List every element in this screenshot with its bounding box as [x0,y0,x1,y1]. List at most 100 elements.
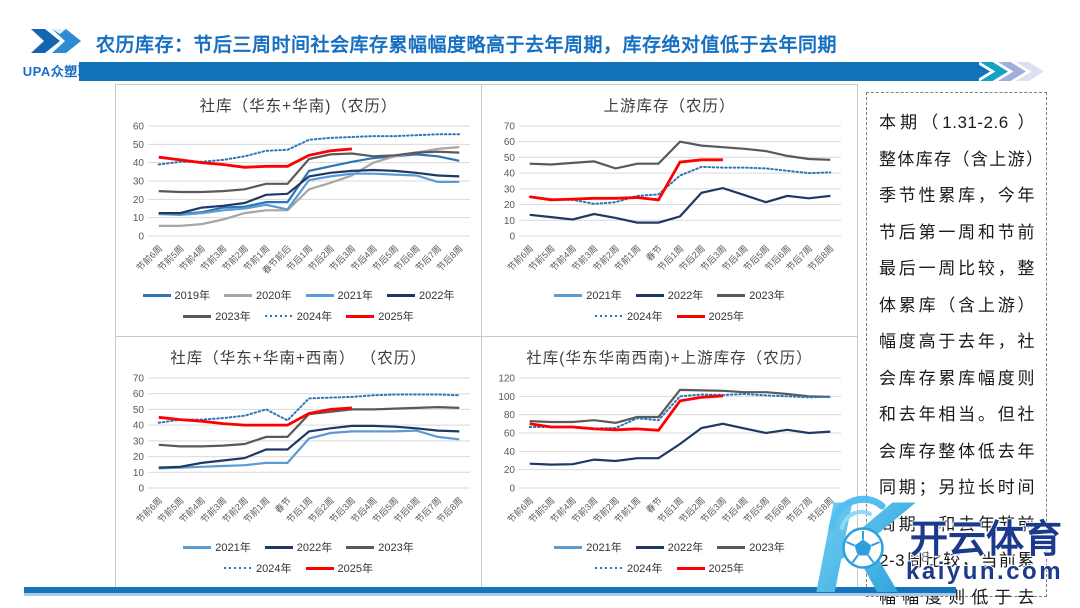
chart-area: 0 10 20 30 40 50 60 70 节前6周 节前5周 节前4周 节前3周 节前2周 节前1周春… [116,370,481,543]
legend-line-swatch [264,545,293,549]
legend-label: 2022年 [296,542,333,554]
chart-title: 社库（华东+华南)（农历） [199,98,398,115]
legend-line-swatch [346,545,375,549]
svg-text:30: 30 [132,436,144,447]
kaiyun-watermark: K 开云体育 kaiyun.com [806,482,1078,606]
svg-text:60: 60 [503,137,515,148]
legend-label: 2020年 [256,290,292,302]
chart-title: 社库（华东+华南+西南） （农历） [170,350,427,367]
chart-social-east-south: 社库（华东+华南)（农历） 0 10 20 30 40 50 60 节前6周 节前5周 节前4周节… [116,85,482,337]
legend-label: 2019年 [174,290,211,302]
logo-icon [31,29,81,53]
series-line-2025年 [158,147,352,169]
svg-text:70: 70 [503,122,515,133]
svg-text:60: 60 [503,429,515,440]
chart-legend: 2021年 2022年 2023年 2024年 2025年 [540,287,800,329]
charts-grid: 社库（华东+华南)（农历） 0 10 20 30 40 50 60 节前6周 节前5周 节前4周节… [115,84,858,589]
svg-text:20: 20 [132,195,144,206]
svg-text:30: 30 [132,177,144,188]
legend-item: 2021年 [554,287,622,303]
page-title: 农历库存：节后三周时间社会库存累幅幅度略高于去年周期，库存绝对值低于去年同期 [96,35,838,56]
series-line-2024年 [157,393,460,424]
chart-plot: 0102030405060节前6周节前5周节前4周节前3周节前2周节前1周春节前… [132,122,470,276]
watermark-k-icon: K [814,482,916,604]
series-line-2022年 [158,168,459,215]
legend-line-swatch [595,315,624,317]
series-line-2023年 [158,150,459,194]
chart-title: 社库(华东华南西南)+上游库存（农历） [526,350,813,367]
series-line-2024年 [528,165,831,205]
legend-line-swatch [717,293,746,297]
legend-label: 2025年 [708,311,744,323]
legend-line-swatch [224,293,253,297]
legend-item: 2025年 [676,308,744,324]
legend-label: 2025年 [708,563,744,575]
legend-item: 2023年 [717,539,785,555]
series-line-2022年 [529,186,830,224]
svg-text:80: 80 [503,410,515,421]
svg-text:0: 0 [509,484,515,495]
commentary-text: 本期（1.31-2.6 ）整体库存（含上游）季节性累库，今年节后第一周和节前最后… [879,113,1035,607]
legend-line-swatch [305,293,334,297]
legend-item: 2023年 [183,308,251,324]
svg-text:50: 50 [503,153,515,164]
logo-text: UPA众塑联 [22,64,92,79]
soccer-ball-icon [842,527,884,569]
legend-label: 2022年 [667,290,704,302]
legend-label: 2024年 [627,563,663,575]
series-line-2019年 [158,153,460,216]
chart-plot: 010203040506070节前6周节前5周节前4周节前3周节前2周节前1周春… [503,122,841,273]
svg-text:20: 20 [503,465,515,476]
legend-line-swatch [635,545,664,549]
series-line-2025年 [528,158,723,202]
company-logo: UPA众塑联 [6,24,108,80]
legend-label: 2022年 [667,542,704,554]
legend-line-swatch [554,545,583,549]
svg-text:20: 20 [503,200,515,211]
chart-area: 0 10 20 30 40 50 60 节前6周 节前5周 节前4周 节前3周 节前2周 节前1周 春节前… [116,118,481,291]
legend-line-swatch [595,567,624,569]
legend-item: 2025年 [346,308,414,324]
series-line-2023年 [529,388,830,425]
legend-item: 2022年 [635,287,704,303]
svg-text:120: 120 [498,374,515,385]
svg-text:40: 40 [132,421,144,432]
series-line-2025年 [158,406,352,427]
chart-area: 0 10 20 30 40 50 60 70 节前6周 节前5周 节前4周 节前3周 节前2周 节前1周春… [482,118,857,291]
svg-text:0: 0 [138,484,144,495]
chart-legend: 2019年 2020年 2021年 2022年 2023年 2024年 2025年 [123,287,475,329]
legend-item: 2023年 [346,539,414,555]
legend-item: 2025年 [305,560,373,576]
legend-item: 2024年 [224,560,292,576]
legend-line-swatch [224,567,253,569]
legend-item: 2020年 [224,287,292,303]
footer-accent-bar [24,587,956,596]
legend-item: 2021年 [183,539,251,555]
series-line-2022年 [158,424,459,469]
legend-label: 2021年 [215,542,251,554]
legend-label: 2021年 [337,290,373,302]
page-number: 8 [921,549,930,566]
chart-title: 上游库存（农历） [603,98,736,115]
legend-line-swatch [346,314,375,318]
legend-item: 2024年 [595,308,663,324]
legend-item: 2019年 [142,287,211,303]
svg-text:50: 50 [132,140,144,151]
series-line-2023年 [529,140,830,170]
chevron-arrows-icon [962,62,1044,81]
series-line-2022年 [529,422,830,466]
series-line-2024年 [157,133,460,166]
legend-line-swatch [305,566,334,570]
legend-line-swatch [676,314,705,318]
chart-plot: 010203040506070节前6周节前5周节前4周节前3周节前2周节前1周春… [132,374,470,525]
series-line-2024年 [528,392,831,430]
svg-text:0: 0 [138,232,144,243]
chart-legend: 2021年 2022年 2023年 2024年 2025年 [540,539,800,581]
legend-label: 2023年 [215,311,251,323]
legend-item: 2024年 [595,560,663,576]
svg-text:10: 10 [132,468,144,479]
legend-label: 2024年 [256,563,292,575]
legend-item: 2023年 [717,287,785,303]
svg-text:60: 60 [132,122,144,133]
legend-line-swatch [142,293,171,297]
